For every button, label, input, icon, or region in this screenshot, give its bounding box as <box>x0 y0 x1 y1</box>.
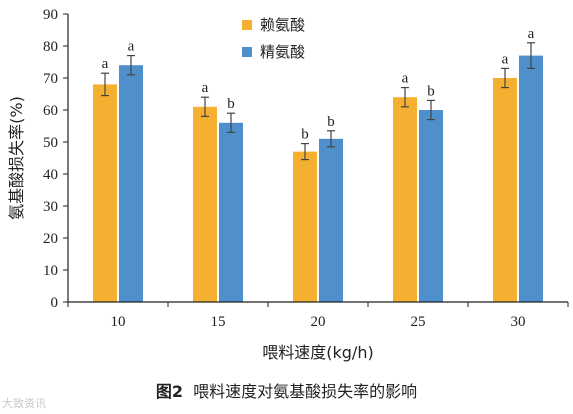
y-tick-label: 90 <box>43 7 58 23</box>
significance-label: a <box>128 39 135 55</box>
significance-label: a <box>102 56 109 72</box>
x-tick-label: 10 <box>111 314 126 330</box>
y-tick-label: 80 <box>43 39 58 55</box>
figure-title: 喂料速度对氨基酸损失率的影响 <box>193 382 418 401</box>
bar <box>219 122 243 302</box>
x-tick-label: 25 <box>411 314 426 330</box>
x-tick-label: 15 <box>211 314 226 330</box>
bar <box>419 110 443 302</box>
y-tick-label: 40 <box>43 167 58 183</box>
figure-caption: 图2 喂料速度对氨基酸损失率的影响 <box>0 378 573 402</box>
figure-number: 图2 <box>155 382 184 401</box>
y-tick-label: 60 <box>43 103 58 119</box>
bar <box>293 151 317 302</box>
y-tick-label: 10 <box>43 263 58 279</box>
legend-swatch <box>242 20 252 30</box>
significance-label: b <box>327 114 335 130</box>
bar <box>193 106 217 302</box>
watermark: 大致资讯 <box>2 397 46 410</box>
significance-label: b <box>301 127 309 143</box>
bar <box>519 55 543 302</box>
legend-swatch <box>242 47 252 57</box>
bar <box>393 97 417 302</box>
legend-label: 精氨酸 <box>260 43 305 61</box>
x-tick-label: 20 <box>311 314 326 330</box>
x-tick-label: 30 <box>511 314 526 330</box>
significance-label: a <box>502 51 509 67</box>
significance-label: b <box>227 96 235 112</box>
bar <box>493 78 517 302</box>
significance-label: a <box>402 71 409 87</box>
significance-label: b <box>427 83 435 99</box>
legend-label: 赖氨酸 <box>260 16 305 34</box>
x-axis-label: 喂料速度(kg/h) <box>262 343 373 362</box>
bar <box>319 138 343 302</box>
y-tick-label: 30 <box>43 199 58 215</box>
bar <box>93 84 117 303</box>
significance-label: a <box>202 80 209 96</box>
y-tick-label: 20 <box>43 231 58 247</box>
chart: a a a b b b a b a a 10 15 20 25 30 0 10 20 30 40 50 60 70 80 9… <box>7 7 569 362</box>
y-tick-label: 50 <box>43 135 58 151</box>
y-tick-label: 70 <box>43 71 58 87</box>
y-axis-label: 氨基酸损失率(%) <box>7 96 26 220</box>
y-tick-label: 0 <box>51 295 59 311</box>
significance-label: a <box>528 26 535 42</box>
bar <box>119 65 143 302</box>
